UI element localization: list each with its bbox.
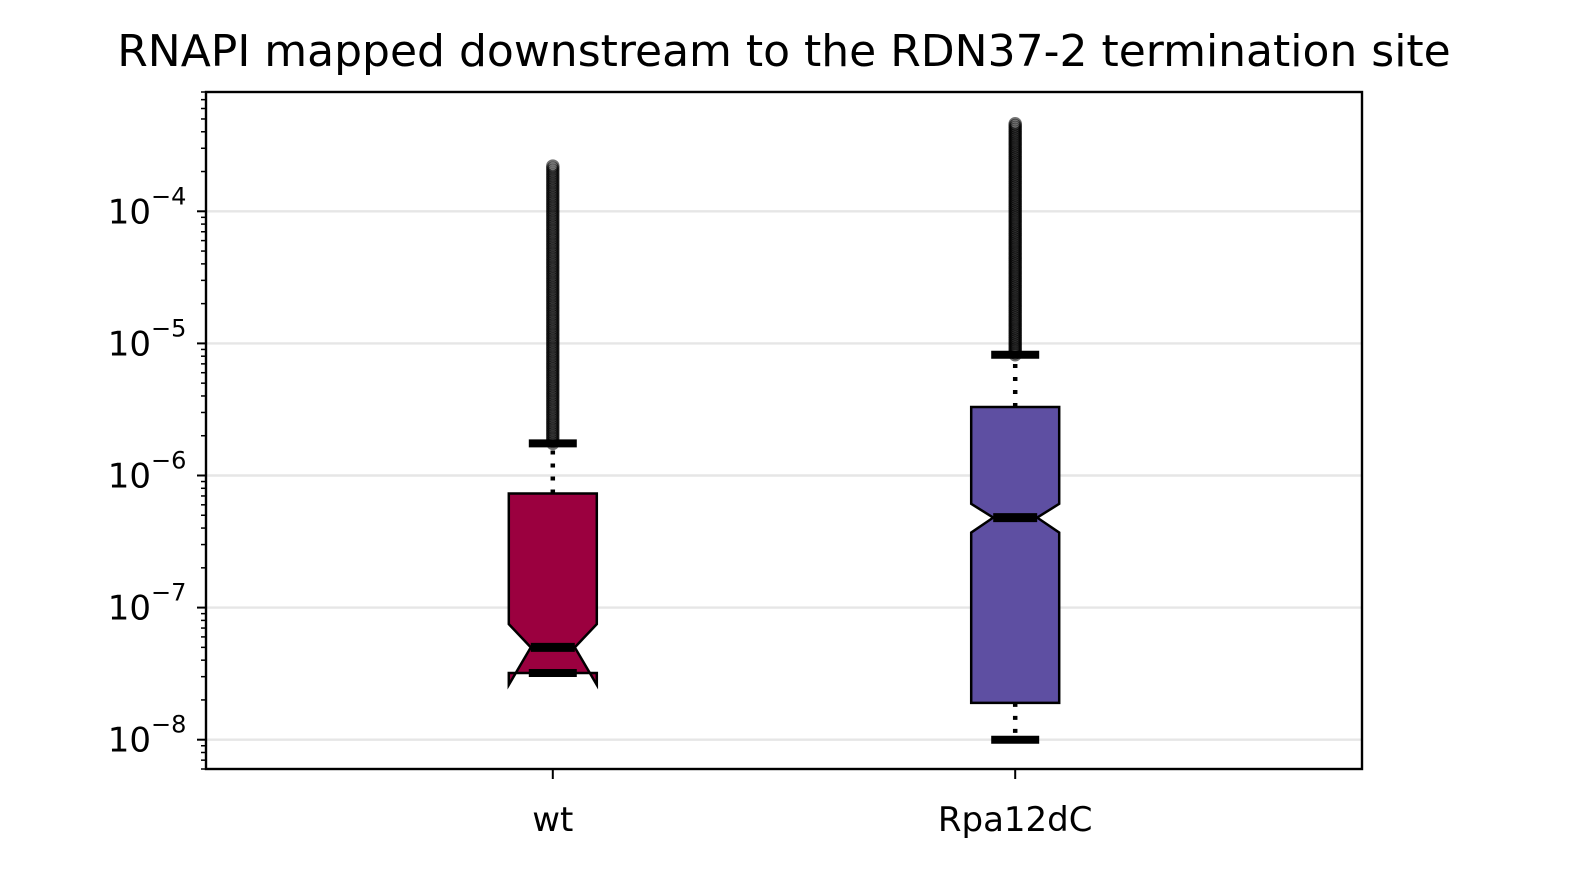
y-tick-exponent: −7 [151, 579, 186, 607]
box-layer [507, 116, 1061, 744]
y-tick-exponent: −6 [151, 446, 186, 474]
plot-area-frame [204, 90, 1364, 771]
grid-lines [206, 210, 1362, 741]
y-tick-label: 10 [108, 456, 151, 496]
y-tick-exponent: −4 [151, 182, 186, 210]
y-tick-label: 10 [108, 589, 151, 629]
y-tick-label: 10 [108, 192, 151, 232]
box-Rpa12dC [969, 405, 1061, 705]
outlier-point [1008, 116, 1022, 131]
y-tick-label: 10 [108, 324, 151, 364]
chart-title: RNAPI mapped downstream to the RDN37-2 t… [117, 26, 1451, 77]
x-tick-label: wt [532, 800, 573, 840]
y-tick-label: 10 [108, 721, 151, 761]
axis-layer: 10−810−710−610−510 −4wt Rpa12dC [108, 91, 1093, 840]
outlier-point [546, 159, 560, 173]
box-wt [507, 492, 599, 690]
y-tick-exponent: −8 [151, 711, 186, 739]
x-tick-label: Rpa12dC [938, 800, 1093, 840]
y-tick-exponent: −5 [151, 314, 186, 342]
